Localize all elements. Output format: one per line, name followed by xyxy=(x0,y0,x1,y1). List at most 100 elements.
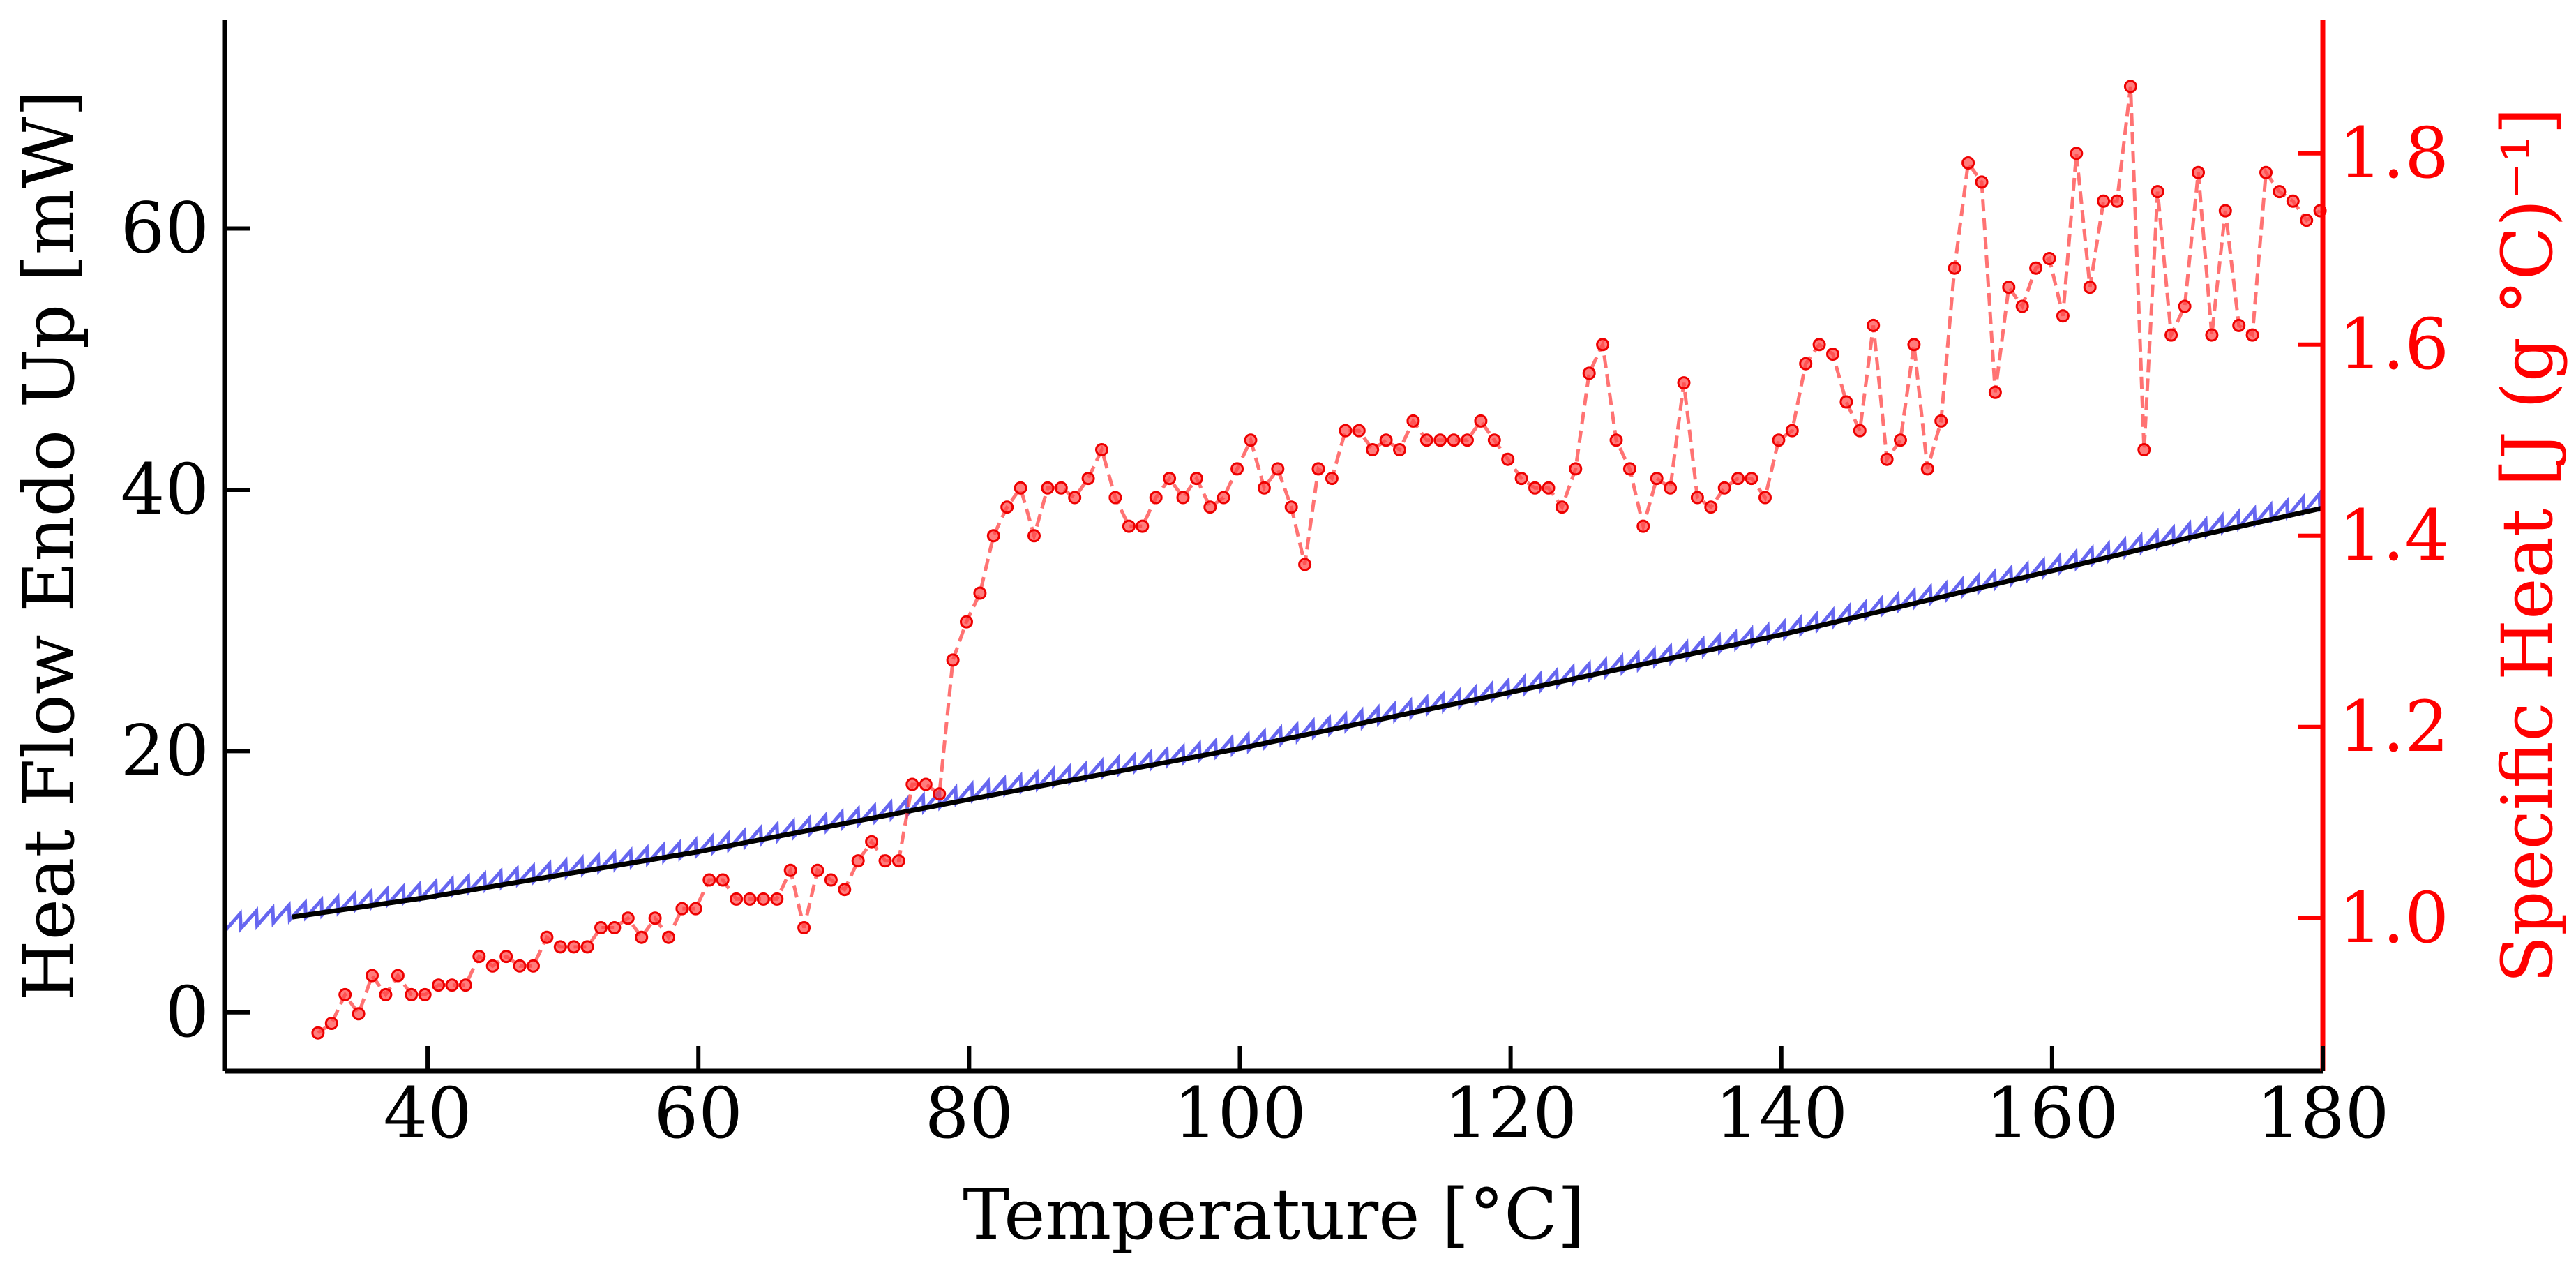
specific-heat-point xyxy=(1677,376,1691,390)
specific-heat-point xyxy=(1298,558,1312,572)
specific-heat-point xyxy=(1244,433,1258,447)
specific-heat-point xyxy=(1636,519,1650,533)
specific-heat-point xyxy=(445,978,459,992)
specific-heat-point xyxy=(2192,165,2205,179)
specific-heat-point xyxy=(824,873,838,887)
y-axis-label: Heat Flow Endo Up [mW] xyxy=(8,89,90,1001)
specific-heat-point xyxy=(2123,80,2137,94)
specific-heat-point xyxy=(1176,491,1190,505)
plot-area xyxy=(223,80,2327,1040)
specific-heat-point xyxy=(1284,500,1298,514)
specific-heat-point xyxy=(797,921,811,934)
specific-heat-point xyxy=(838,883,852,897)
specific-heat-point xyxy=(608,921,622,934)
specific-heat-point xyxy=(2205,328,2219,342)
specific-heat-point xyxy=(2218,204,2232,218)
specific-heat-point xyxy=(675,902,689,916)
specific-heat-point xyxy=(366,969,379,983)
specific-heat-point xyxy=(1014,481,1027,495)
y-tick-label: 60 xyxy=(121,188,209,269)
specific-heat-point xyxy=(1907,338,1921,352)
specific-heat-point xyxy=(635,930,649,944)
specific-heat-point xyxy=(391,969,405,983)
specific-heat-point xyxy=(2029,261,2043,275)
specific-heat-point xyxy=(2070,147,2084,160)
specific-heat-point xyxy=(485,959,499,973)
specific-heat-point xyxy=(1217,491,1230,505)
specific-heat-point xyxy=(352,1007,366,1021)
specific-heat-point xyxy=(458,978,472,992)
specific-heat-point xyxy=(2178,299,2192,313)
specific-heat-point xyxy=(1961,156,1975,170)
specific-heat-point xyxy=(743,892,757,906)
specific-heat-point xyxy=(499,950,513,964)
specific-heat-point xyxy=(1366,443,1380,456)
specific-heat-point xyxy=(1853,424,1867,438)
specific-heat-point xyxy=(960,615,973,629)
specific-heat-point xyxy=(1419,433,1433,447)
x-tick-label: 140 xyxy=(1715,1073,1848,1154)
y2-tick-label: 1.0 xyxy=(2338,877,2449,959)
specific-heat-point xyxy=(1311,462,1325,476)
specific-heat-point xyxy=(1894,433,1907,447)
specific-heat-point xyxy=(1474,414,1488,428)
specific-heat-point xyxy=(1948,261,1961,275)
specific-heat-point xyxy=(1758,491,1772,505)
specific-heat-line xyxy=(317,86,2321,1035)
specific-heat-point xyxy=(1257,481,1271,495)
specific-heat-point xyxy=(1514,472,1528,486)
specific-heat-point xyxy=(1189,472,1203,486)
specific-heat-point xyxy=(1163,472,1177,486)
y2-tick-label: 1.2 xyxy=(2338,686,2449,768)
y2-tick-label: 1.6 xyxy=(2338,304,2449,385)
specific-heat-point xyxy=(1664,481,1678,495)
specific-heat-point xyxy=(1745,472,1758,486)
specific-heat-point xyxy=(2232,318,2246,332)
x-tick-label: 60 xyxy=(654,1073,743,1154)
specific-heat-point xyxy=(472,950,486,964)
specific-heat-point xyxy=(1081,472,1095,486)
specific-heat-point xyxy=(919,777,933,791)
specific-heat-point xyxy=(1812,338,1826,352)
specific-heat-point xyxy=(770,892,784,906)
specific-heat-point xyxy=(1650,472,1664,486)
specific-heat-point xyxy=(1108,491,1122,505)
specific-heat-point xyxy=(1785,424,1799,438)
specific-heat-point xyxy=(567,940,581,954)
specific-heat-point xyxy=(905,777,919,791)
y-tick-label: 20 xyxy=(121,710,209,791)
x-tick-label: 120 xyxy=(1444,1073,1577,1154)
specific-heat-point xyxy=(379,987,393,1001)
specific-heat-point xyxy=(1054,481,1068,495)
specific-heat-point xyxy=(594,921,608,934)
specific-heat-point xyxy=(1149,491,1163,505)
specific-heat-point xyxy=(756,892,770,906)
specific-heat-point xyxy=(1920,462,1934,476)
specific-heat-point xyxy=(2245,328,2259,342)
specific-heat-point xyxy=(973,586,987,600)
specific-heat-point xyxy=(1447,433,1461,447)
specific-heat-point xyxy=(1975,175,1989,189)
y2-tick-label: 1.4 xyxy=(2338,495,2449,576)
specific-heat-point xyxy=(405,987,419,1001)
specific-heat-point xyxy=(1501,452,1515,466)
specific-heat-point xyxy=(1325,472,1339,486)
specific-heat-point xyxy=(865,835,879,849)
specific-heat-point xyxy=(1271,462,1285,476)
y2-tick-label: 1.8 xyxy=(2338,112,2449,194)
specific-heat-point xyxy=(338,987,352,1001)
underlying-heat-flow-line xyxy=(292,505,2323,920)
specific-heat-point xyxy=(1352,424,1366,438)
specific-heat-point xyxy=(1934,414,1948,428)
specific-heat-point xyxy=(986,529,1000,543)
specific-heat-point xyxy=(1799,357,1813,371)
specific-heat-point xyxy=(1339,424,1353,438)
specific-heat-point xyxy=(1000,500,1014,514)
specific-heat-point xyxy=(2273,185,2287,199)
specific-heat-point xyxy=(688,902,702,916)
specific-heat-point xyxy=(1569,462,1583,476)
specific-heat-point xyxy=(1988,385,2002,399)
specific-heat-point xyxy=(1406,414,1420,428)
specific-heat-point xyxy=(432,978,446,992)
